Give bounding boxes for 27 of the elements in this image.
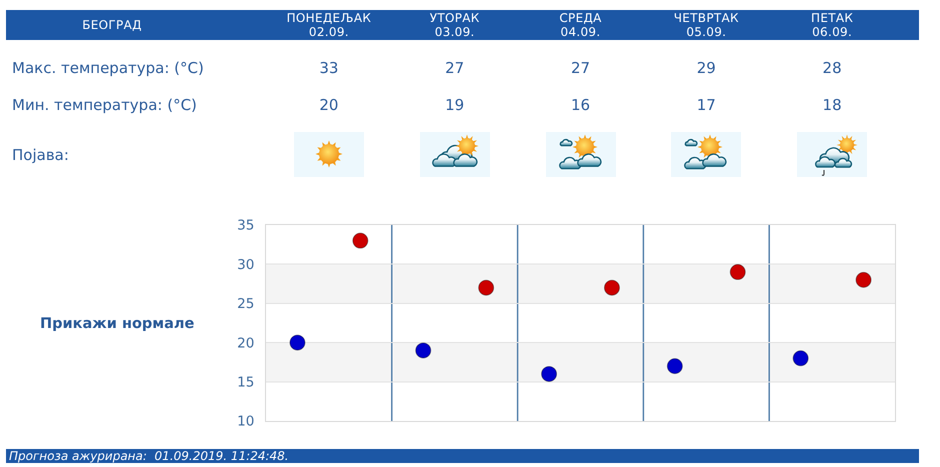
y-tick-label: 10: [237, 414, 254, 430]
y-tick-label: 35: [237, 218, 254, 234]
text: Прогноза ажурирана: 01.09.2019. 11:24:48.: [9, 449, 289, 463]
text: БЕОГРАД: [81, 17, 143, 34]
data-label: 19: [444, 95, 466, 116]
data-label: 16: [570, 95, 592, 116]
data-label: 28: [822, 58, 843, 79]
data-label: 29: [696, 58, 717, 79]
text: Појава:: [12, 145, 69, 166]
text: ПОНЕДЕЉАК 02.09.: [286, 11, 372, 39]
text: ПЕТАК 06.09.: [810, 11, 854, 39]
y-tick-label: 30: [237, 256, 254, 273]
data-label: 27: [570, 58, 592, 79]
data-label: 18: [822, 95, 843, 116]
data-label: 27: [444, 58, 466, 79]
data-label: 17: [696, 95, 717, 116]
y-tick-label: 15: [237, 374, 254, 391]
text: ЧЕТВРТАК 05.09.: [672, 11, 740, 39]
y-tick-label: 20: [237, 335, 254, 352]
data-label: 33: [318, 58, 340, 79]
text: СРЕДА 04.09.: [558, 11, 603, 39]
text: Прикажи нормале: [40, 315, 194, 334]
text: УТОРАК 03.09.: [428, 11, 481, 39]
text: Мин. температура: (°C): [12, 95, 197, 116]
data-label: 20: [318, 95, 340, 116]
y-tick-label: 25: [237, 296, 254, 312]
text: Макс. температура: (°C): [12, 58, 204, 79]
